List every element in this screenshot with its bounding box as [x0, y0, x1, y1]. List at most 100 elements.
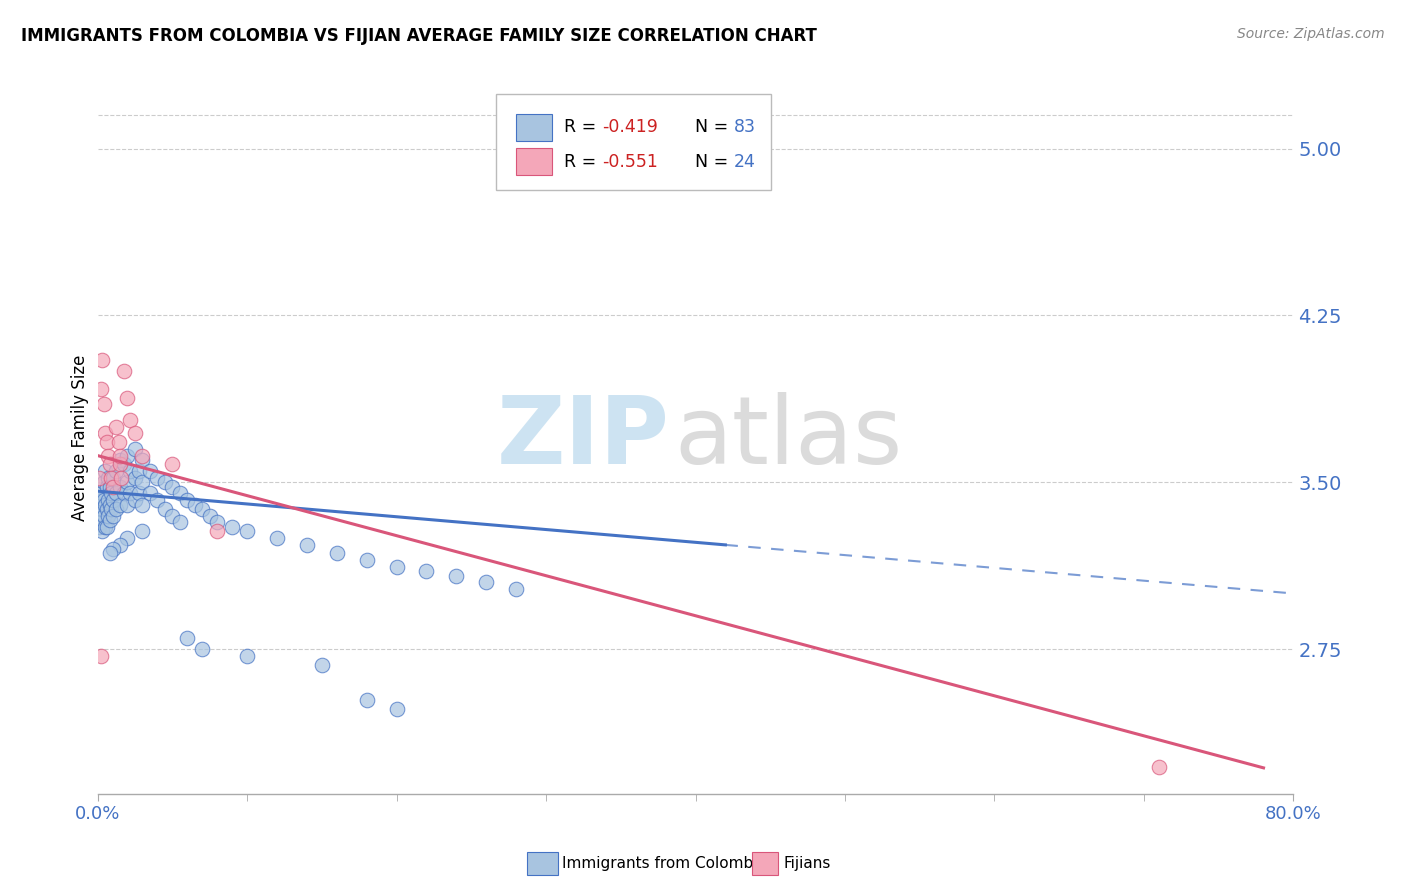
Point	[131, 453, 153, 467]
Point	[131, 475, 153, 490]
Point	[146, 493, 169, 508]
Point	[326, 546, 349, 560]
Text: ZIP: ZIP	[496, 392, 669, 483]
Point	[91, 502, 114, 516]
Point	[131, 524, 153, 539]
Point	[120, 486, 142, 500]
Point	[114, 364, 136, 378]
Point	[93, 508, 115, 523]
Point	[191, 502, 214, 516]
Point	[108, 449, 131, 463]
Point	[90, 502, 112, 516]
Point	[104, 419, 127, 434]
FancyBboxPatch shape	[516, 114, 553, 141]
Point	[162, 508, 184, 523]
Point	[94, 426, 117, 441]
Point	[128, 486, 150, 500]
Point	[97, 508, 120, 523]
Point	[114, 486, 136, 500]
Point	[108, 537, 131, 551]
Point	[87, 498, 110, 512]
Point	[96, 480, 118, 494]
Point	[205, 524, 228, 539]
Point	[124, 493, 146, 508]
Point	[124, 442, 146, 456]
Point	[128, 464, 150, 478]
Point	[153, 475, 176, 490]
Point	[169, 486, 191, 500]
Point	[107, 435, 129, 450]
Point	[184, 498, 207, 512]
Point	[97, 471, 120, 485]
Point	[117, 498, 139, 512]
Point	[191, 642, 214, 657]
Point	[98, 498, 121, 512]
Point	[266, 531, 288, 545]
Point	[176, 493, 198, 508]
Point	[236, 648, 259, 663]
Point	[124, 426, 146, 441]
Point	[108, 480, 131, 494]
Point	[91, 524, 114, 539]
Point	[153, 502, 176, 516]
Point	[94, 464, 117, 478]
Point	[117, 449, 139, 463]
Point	[96, 435, 118, 450]
Point	[91, 486, 114, 500]
Text: N =: N =	[683, 153, 734, 170]
Point	[100, 471, 122, 485]
Point	[295, 537, 318, 551]
Point	[162, 480, 184, 494]
Point	[131, 449, 153, 463]
Point	[117, 391, 139, 405]
Point	[117, 475, 139, 490]
Point	[108, 498, 131, 512]
Point	[385, 702, 408, 716]
Point	[1147, 760, 1170, 774]
Point	[98, 458, 121, 472]
Point	[98, 546, 121, 560]
Point	[104, 502, 127, 516]
Point	[97, 449, 120, 463]
Text: atlas: atlas	[673, 392, 903, 483]
Point	[87, 471, 110, 485]
Point	[205, 516, 228, 530]
Point	[91, 353, 114, 368]
Text: Source: ZipAtlas.com: Source: ZipAtlas.com	[1237, 27, 1385, 41]
Point	[117, 531, 139, 545]
Point	[93, 475, 115, 490]
Point	[110, 471, 132, 485]
Point	[415, 564, 437, 578]
Point	[104, 464, 127, 478]
Point	[90, 648, 112, 663]
Point	[356, 693, 378, 707]
Point	[98, 480, 121, 494]
Point	[101, 471, 124, 485]
Point	[101, 480, 124, 494]
Point	[162, 458, 184, 472]
Point	[236, 524, 259, 539]
Y-axis label: Average Family Size: Average Family Size	[72, 355, 89, 521]
Point	[169, 516, 191, 530]
Point	[101, 508, 124, 523]
Point	[96, 520, 118, 534]
Point	[93, 493, 115, 508]
Text: -0.551: -0.551	[602, 153, 658, 170]
Point	[124, 471, 146, 485]
Text: -0.419: -0.419	[602, 119, 658, 136]
FancyBboxPatch shape	[496, 94, 770, 190]
Point	[120, 413, 142, 427]
Point	[475, 575, 498, 590]
Point	[90, 516, 112, 530]
Point	[101, 493, 124, 508]
Point	[385, 559, 408, 574]
Text: Fijians: Fijians	[783, 856, 831, 871]
Point	[100, 486, 122, 500]
Point	[94, 520, 117, 534]
Point	[139, 464, 162, 478]
Point	[139, 486, 162, 500]
Point	[198, 508, 221, 523]
Point	[505, 582, 527, 596]
Point	[356, 553, 378, 567]
Point	[146, 471, 169, 485]
